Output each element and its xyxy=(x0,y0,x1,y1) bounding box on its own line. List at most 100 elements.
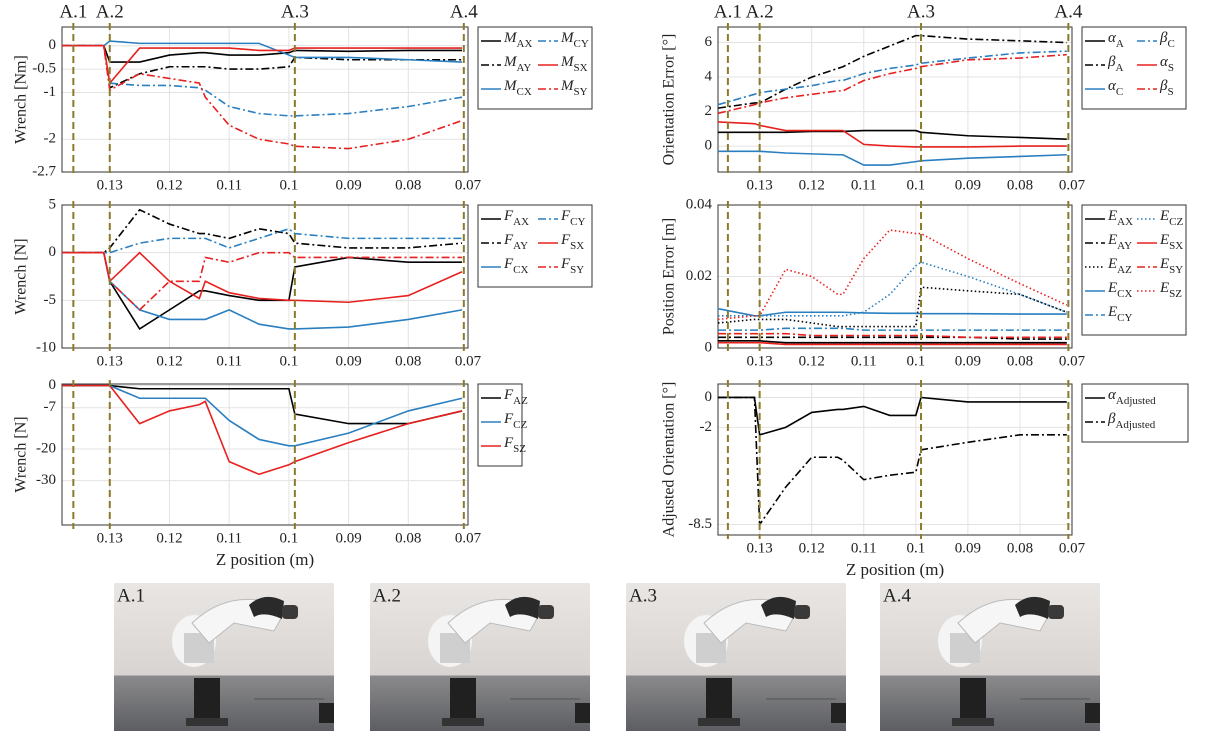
series-line xyxy=(62,384,463,447)
marker-label: A.4 xyxy=(450,1,478,22)
plot-area xyxy=(718,27,1072,172)
y-tick-label: -20 xyxy=(36,440,56,456)
x-tick-label: 0.11 xyxy=(851,540,877,556)
x-tick-label: 0.13 xyxy=(97,177,123,193)
y-tick-label: 0.02 xyxy=(686,268,712,284)
x-tick-label: 0.12 xyxy=(156,530,182,546)
y-axis-label: Position Error [m] xyxy=(661,218,678,335)
legend-label: αA xyxy=(1108,30,1124,49)
x-tick-label: 0.07 xyxy=(455,353,482,369)
x-tick-label: 0.09 xyxy=(335,353,361,369)
marker-label: A.1 xyxy=(59,1,87,22)
series-line xyxy=(717,121,1067,148)
series-line xyxy=(717,307,1067,317)
x-tick-label: 0.11 xyxy=(216,177,242,193)
x-tick-label: 0.1 xyxy=(906,540,925,556)
legend-label: ECZ xyxy=(1159,208,1184,227)
series-line xyxy=(62,384,463,425)
series-line xyxy=(62,44,463,85)
y-tick-label: 0 xyxy=(705,389,713,405)
x-tick-label: 0.11 xyxy=(851,177,877,193)
y-tick-label: 4 xyxy=(705,68,713,84)
y-tick-label: -8.5 xyxy=(688,516,712,532)
series-line xyxy=(62,208,463,254)
x-tick-label: 0.1 xyxy=(906,353,925,369)
x-tick-label: 0.08 xyxy=(1007,177,1033,193)
x-tick-label: 0.09 xyxy=(955,540,981,556)
legend-label: MSY xyxy=(560,78,588,97)
marker-label: A.2 xyxy=(96,1,124,22)
y-tick-label: 0 xyxy=(705,339,713,355)
x-tick-label: 0.09 xyxy=(335,530,361,546)
x-tick-label: 0.1 xyxy=(906,177,925,193)
legend-label: MCY xyxy=(560,30,589,49)
y-axis-label: Wrench [N] xyxy=(13,416,30,492)
legend-label: αC xyxy=(1108,78,1123,97)
legend-label: FAY xyxy=(503,232,528,251)
plot-area xyxy=(62,205,468,348)
y-axis-label: Adjusted Orientation [°] xyxy=(661,382,678,538)
legend-label: FSZ xyxy=(503,435,526,454)
y-axis-label: Orientation Error [°] xyxy=(661,34,678,166)
series-line xyxy=(62,40,463,63)
x-tick-label: 0.07 xyxy=(1059,540,1086,556)
series-line xyxy=(718,332,1067,339)
series-line xyxy=(62,251,463,304)
legend-box xyxy=(1081,204,1187,336)
y-tick-label: 5 xyxy=(49,196,57,212)
x-tick-label: 0.12 xyxy=(799,353,825,369)
y-tick-label: -2 xyxy=(44,131,57,147)
x-tick-label: 0.08 xyxy=(1007,540,1033,556)
y-axis-label: Wrench [N] xyxy=(13,238,30,314)
legend-label: FAZ xyxy=(503,387,528,406)
x-tick-label: 0.1 xyxy=(280,353,299,369)
legend-box xyxy=(1081,383,1189,443)
y-tick-label: 0 xyxy=(49,37,57,53)
legend-label: FSX xyxy=(560,232,584,251)
marker-label: A.1 xyxy=(714,1,742,22)
legend-label: βC xyxy=(1159,30,1175,49)
y-tick-label: -5 xyxy=(44,292,57,308)
series-line xyxy=(62,44,463,150)
legend-label: αAdjusted xyxy=(1108,387,1156,406)
legend-label: ESY xyxy=(1159,256,1183,275)
series-line xyxy=(62,251,463,331)
y-tick-label: -0.5 xyxy=(32,61,56,77)
x-tick-label: 0.12 xyxy=(799,177,825,193)
legend-label: FCY xyxy=(560,208,586,227)
y-tick-label: 0.04 xyxy=(686,196,713,212)
x-tick-label: 0.11 xyxy=(851,353,877,369)
x-tick-label: 0.12 xyxy=(156,177,182,193)
series-line xyxy=(62,44,463,63)
legend-label: ESZ xyxy=(1159,280,1182,299)
x-tick-label: 0.1 xyxy=(280,177,299,193)
legend-label: FAX xyxy=(503,208,529,227)
plot-frame xyxy=(61,204,469,349)
series-line xyxy=(718,327,1067,331)
series-line xyxy=(718,150,1067,166)
photo-label: A.3 xyxy=(629,585,657,606)
series-line xyxy=(717,34,1067,109)
y-tick-label: 0 xyxy=(49,244,57,260)
x-tick-label: 0.11 xyxy=(216,353,242,369)
legend-label: ECY xyxy=(1107,304,1133,323)
photo-label: A.4 xyxy=(883,585,911,606)
x-tick-label: 0.13 xyxy=(747,540,773,556)
marker-label: A.3 xyxy=(907,1,935,22)
x-tick-label: 0.13 xyxy=(97,530,123,546)
x-tick-label: 0.07 xyxy=(455,530,482,546)
y-tick-label: -30 xyxy=(36,472,56,488)
plot-area xyxy=(62,384,468,525)
x-tick-label: 0.08 xyxy=(395,530,421,546)
legend-label: EAY xyxy=(1107,232,1132,251)
series-line xyxy=(718,396,1067,436)
y-tick-label: 0 xyxy=(49,377,57,393)
legend-label: ECX xyxy=(1107,280,1133,299)
series-line xyxy=(62,384,463,476)
legend-label: βS xyxy=(1159,78,1174,97)
y-tick-label: 0 xyxy=(705,138,713,154)
marker-label: A.2 xyxy=(746,1,774,22)
x-tick-label: 0.12 xyxy=(799,540,825,556)
legend-label: MAY xyxy=(503,54,531,73)
